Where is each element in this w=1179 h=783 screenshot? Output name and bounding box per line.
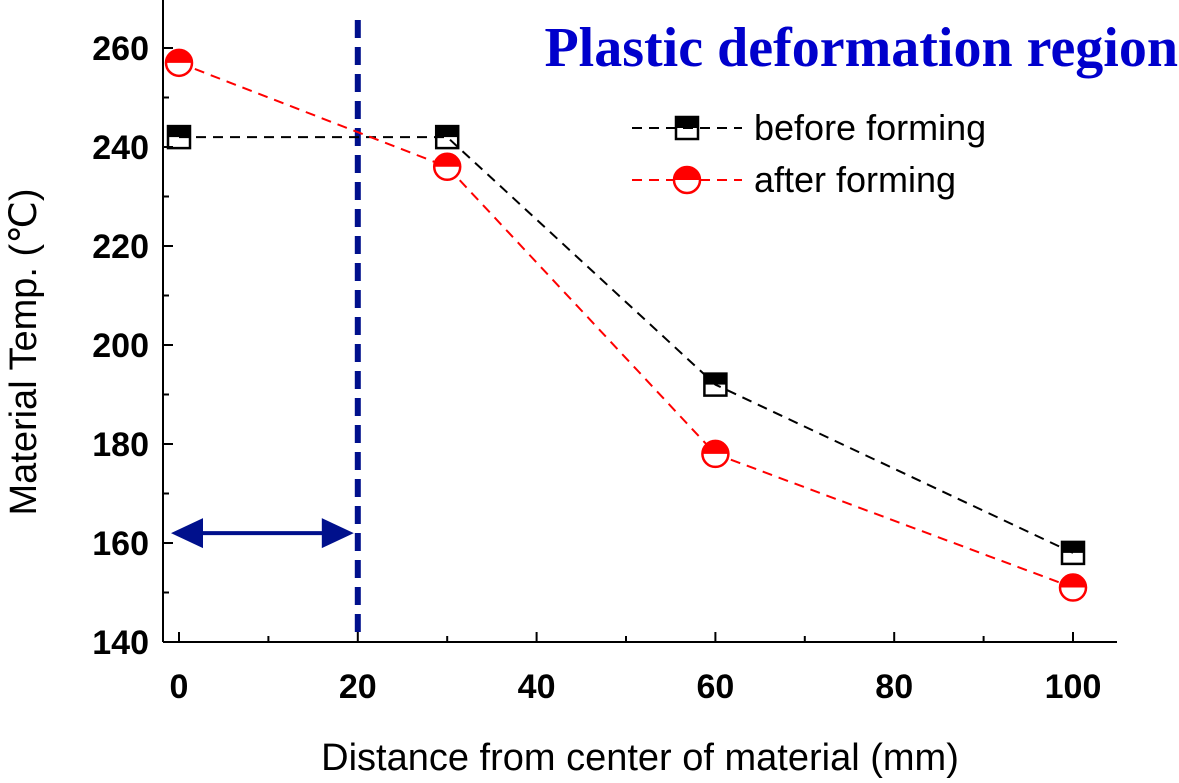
legend-marker-fill [676,117,698,128]
data-point [166,124,192,150]
data-point-fill [704,373,727,385]
y-tick-label: 260 [92,30,149,68]
region-arrow-head-right [321,518,354,549]
x-tick-label: 0 [170,668,189,706]
y-tick-label: 220 [92,228,149,266]
data-point [703,372,728,397]
data-point-fill [436,126,459,138]
data-point-fill [168,126,190,138]
legend: before forming after forming [632,107,986,200]
y-tick-label: 240 [92,129,149,167]
series-after-forming [164,48,1088,602]
data-point-fill [1060,574,1086,588]
y-tick-label: 180 [92,426,149,464]
ticks: 140 160 180 200 220 240 260 0 20 40 60 80 100 [92,30,1101,706]
y-tick-label: 140 [92,624,149,662]
data-point-fill [434,153,461,167]
legend-label: after forming [754,159,956,200]
x-tick-label: 20 [339,668,377,706]
x-axis-title: Distance from center of material (mm) [321,737,959,779]
legend-label: before forming [754,107,986,148]
region-arrow-head-left [171,518,203,549]
data-point [1060,540,1086,566]
series-before-forming [166,124,1086,566]
data-point-fill [166,49,192,63]
axes [162,0,1117,643]
x-tick-label: 80 [875,668,913,706]
x-tick-label: 60 [696,668,734,706]
y-tick-label: 160 [92,525,149,563]
data-point-fill [1062,541,1084,553]
legend-marker-fill [674,167,700,180]
annotations [171,20,361,636]
chart-title: Plastic deformation region [544,17,1178,79]
legend-marker [674,115,700,141]
series-line [178,61,1074,589]
series-line [179,136,1074,554]
x-tick-label: 100 [1045,668,1102,706]
series [164,48,1088,602]
data-point-fill [702,440,729,454]
x-tick-label: 40 [518,668,556,706]
y-tick-label: 200 [92,327,149,365]
y-axis-title: Material Temp. (℃) [3,188,45,515]
data-point [434,124,460,150]
